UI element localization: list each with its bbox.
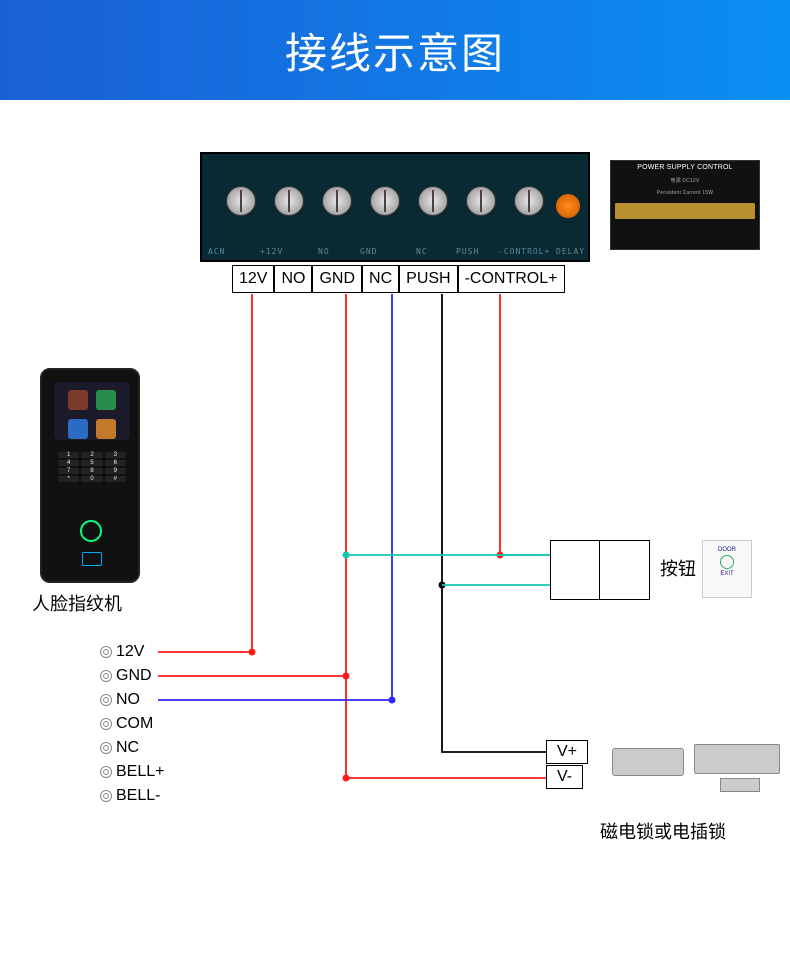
diagram-canvas: ACN +12V NO GND NC PUSH -CONTROL+ DELAY … [0,100,790,954]
header-banner: 接线示意图 [0,0,790,100]
header-title: 接线示意图 [285,20,505,81]
wiring-svg [0,100,790,954]
